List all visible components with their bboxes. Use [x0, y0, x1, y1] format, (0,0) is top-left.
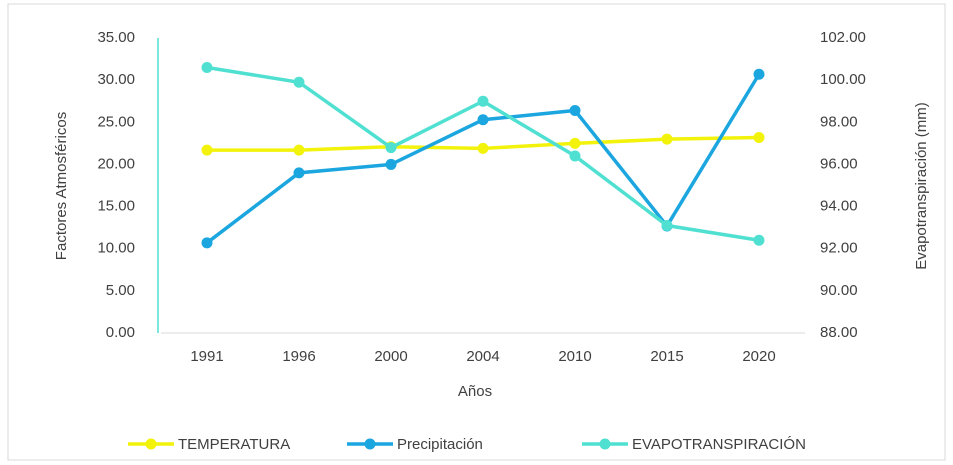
y-tick-label: 15.00: [97, 198, 135, 215]
data-point: [753, 131, 765, 143]
data-point: [569, 137, 581, 149]
y2-axis-label: Evapotranspiración (mm): [913, 102, 930, 270]
data-point: [569, 104, 581, 116]
data-point: [753, 68, 765, 80]
x-axis-label: Años: [458, 383, 492, 400]
y-tick-label: 0.00: [106, 324, 135, 341]
x-tick-label: 2000: [374, 348, 407, 365]
y2-tick-label: 92.00: [820, 240, 858, 257]
data-point: [477, 114, 489, 126]
y-tick-label: 30.00: [97, 71, 135, 88]
data-point: [201, 237, 213, 249]
x-tick-label: 1991: [190, 348, 223, 365]
legend-marker: [364, 438, 376, 450]
data-point: [569, 150, 581, 162]
data-point: [477, 95, 489, 107]
legend-marker: [599, 438, 611, 450]
data-point: [293, 76, 305, 88]
x-tick-label: 2015: [650, 348, 683, 365]
y-tick-label: 20.00: [97, 155, 135, 172]
data-point: [385, 142, 397, 154]
data-point: [753, 234, 765, 246]
data-point: [201, 144, 213, 156]
data-point: [293, 144, 305, 156]
x-tick-label: 1996: [282, 348, 315, 365]
legend-label: EVAPOTRANSPIRACIÓN: [632, 436, 806, 453]
y-axis-label: Factores Atmosféricos: [53, 112, 70, 260]
y-tick-label: 25.00: [97, 113, 135, 130]
y2-tick-label: 102.00: [820, 29, 866, 46]
data-point: [293, 167, 305, 179]
y2-tick-label: 96.00: [820, 155, 858, 172]
x-tick-label: 2010: [558, 348, 591, 365]
y-tick-label: 5.00: [106, 282, 135, 299]
data-point: [477, 142, 489, 154]
data-point: [201, 62, 213, 73]
legend-label: TEMPERATURA: [178, 436, 290, 453]
y2-tick-label: 90.00: [820, 282, 858, 299]
y-tick-label: 35.00: [97, 29, 135, 46]
data-point: [661, 133, 673, 145]
y-tick-label: 10.00: [97, 240, 135, 257]
x-tick-label: 2020: [742, 348, 775, 365]
legend-marker: [145, 438, 157, 450]
x-tick-label: 2004: [466, 348, 499, 365]
legend-label: Precipitación: [397, 436, 483, 453]
data-point: [385, 158, 397, 170]
chart-frame: [7, 3, 946, 461]
y2-tick-label: 94.00: [820, 198, 858, 215]
data-point: [661, 220, 673, 232]
y2-tick-label: 100.00: [820, 71, 866, 88]
y2-tick-label: 98.00: [820, 113, 858, 130]
y2-tick-label: 88.00: [820, 324, 858, 341]
